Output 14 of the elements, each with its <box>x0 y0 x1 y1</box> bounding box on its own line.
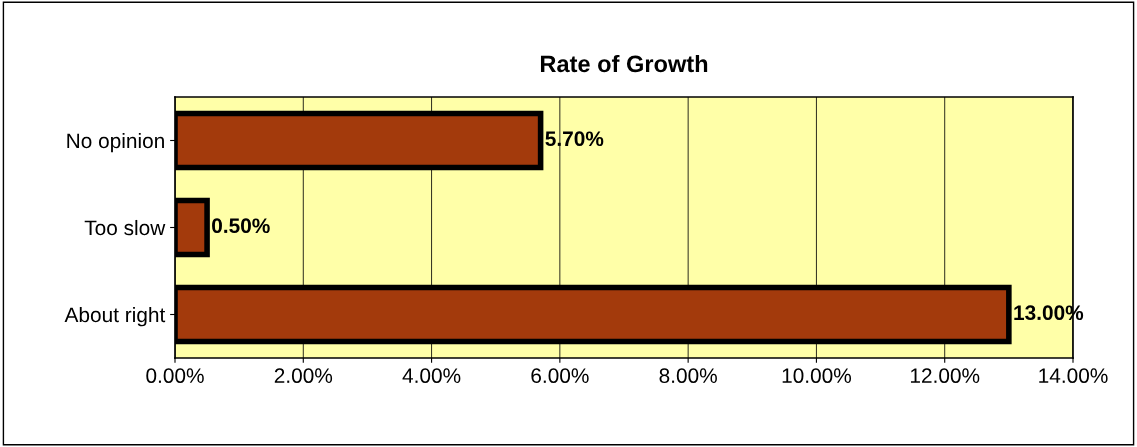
y-tick-label: No opinion <box>67 132 164 153</box>
x-tick-label: 12.00% <box>910 368 980 384</box>
y-tick-label: About right <box>64 306 166 327</box>
data-label: 0.50% <box>212 218 270 234</box>
x-tick-label: 6.00% <box>531 368 589 384</box>
x-tick-label: 0.00% <box>146 368 204 384</box>
x-tick-label: 14.00% <box>1039 368 1108 384</box>
x-tick-label: 10.00% <box>782 368 852 384</box>
chart-title: Rate of Growth <box>540 54 708 73</box>
data-label: 5.70% <box>545 131 604 147</box>
x-tick-label: 8.00% <box>659 368 717 384</box>
x-tick-label: 4.00% <box>402 368 461 384</box>
x-tick-label: 2.00% <box>274 368 333 384</box>
y-tick-label: Too slow <box>84 219 166 236</box>
